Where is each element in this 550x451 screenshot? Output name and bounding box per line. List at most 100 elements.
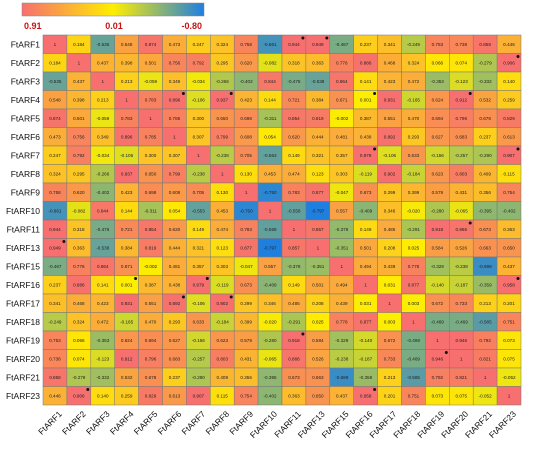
row-label-FtARF3: FtARF3 [11,76,41,86]
cell-value-label: 0.324 [217,42,229,47]
cell-value-label: -0.123 [455,79,468,84]
cell-value-label: 0.918 [432,227,444,232]
cell-value-label: 0.363 [73,245,85,250]
cell-value-label: 0.321 [312,153,324,158]
cell-value-label: 0.318 [288,60,300,65]
cell-value-label: 0.733 [384,356,396,361]
cell-value-label: 0.785 [145,134,157,139]
cell-value-label: 0.444 [169,245,181,250]
cell-value-label: 0.237 [360,42,372,47]
cell-value-label: -0.558 [264,227,277,232]
cell-value-label: 0.906 [503,60,515,65]
cell-value-label: 0.054 [264,134,276,139]
cell-value-label: 0.439 [384,264,396,269]
cell-value-label: 0.398 [73,97,85,102]
cell-value-label: 0.579 [240,338,252,343]
cell-value-label: 0.259 [121,393,133,398]
cell-value-label: 0.494 [360,264,372,269]
cell-value-label: 0.673 [288,375,300,380]
cell-value-label: 0.481 [336,134,348,139]
cell-value-label: 0.751 [408,393,420,398]
cell-value-label: -0.238 [192,171,205,176]
cell-value-label: -0.002 [335,116,348,121]
cell-value-label: 0.854 [288,116,300,121]
cell-value-label: 0.877 [312,190,324,195]
cell-value-label: 0.683 [169,356,181,361]
cell-value-label: 0.184 [73,42,85,47]
cell-value-label: 0.620 [73,190,85,195]
cell-value-label: 0.620 [240,60,252,65]
cell-value-label: -0.184 [407,171,420,176]
cell-value-label: 0.346 [264,301,276,306]
cell-value-label: -0.402 [264,393,277,398]
cell-value-label: 0.356 [240,375,252,380]
cell-value-label: -0.249 [407,42,420,47]
cell-value-label: -0.156 [192,338,205,343]
row-label-FtARF7: FtARF7 [11,150,41,160]
cell-value-label: 0.201 [384,393,396,398]
cell-value-label: 0.650 [312,393,324,398]
cell-value-label: 0.025 [408,245,420,250]
cell-value-label: -0.467 [48,264,61,269]
cell-value-label: -0.535 [96,42,109,47]
row-label-FtARF8: FtARF8 [11,169,41,179]
cell-value-label: 0.733 [456,301,468,306]
cell-value-label: 0.149 [288,153,300,158]
cell-value-label: 0.918 [288,338,300,343]
cell-value-label: 1 [364,282,367,287]
cell-value-label: -0.059 [144,79,157,84]
cell-value-label: 0.468 [73,301,85,306]
cell-value-label: -0.395 [479,208,492,213]
row-label-FtARF23: FtARF23 [6,391,40,401]
cell-value-label: 0.074 [73,356,85,361]
cell-value-label: 0.066 [73,338,85,343]
cell-value-label: 0.857 [288,245,300,250]
cell-value-label: -0.585 [407,375,420,380]
cell-value-label: -0.034 [96,153,109,158]
cell-value-label: 0.650 [217,116,229,121]
cell-value-label: 0.683 [456,134,468,139]
cell-value-label: 0.874 [145,42,157,47]
cell-value-label: 0.115 [217,393,229,398]
cell-value-label: -0.119 [359,171,372,176]
cell-value-label: 0.001 [360,97,372,102]
cell-value-label: 0.949 [312,42,324,47]
cell-value-label: 0.213 [97,97,109,102]
cell-value-label: 0.123 [217,245,229,250]
row-label-FtARF17: FtARF17 [6,298,40,308]
cell-value-label: 0.738 [456,42,468,47]
cell-value-label: 0.624 [121,338,133,343]
cell-value-label: 0.949 [49,245,61,250]
heatmap-cells: 1 0.184 -0.535 0.548 0.874 0.473 0.247 0.324 0.7… [42,34,522,406]
significance-dot [229,92,233,95]
cell-value-label: 0.624 [432,97,444,102]
cell-value-label: 0.579 [432,190,444,195]
cell-value-label: -0.065 [455,208,468,213]
heatmap-cell-FtARF23-FtARF23 [496,386,522,406]
cell-value-label: 0.398 [121,60,133,65]
cell-value-label: 0.356 [479,190,491,195]
column-label-FtARF5: FtARF5 [132,409,160,437]
cell-value-label: 0.866 [288,356,300,361]
cell-value-label: 0.627 [169,338,181,343]
cell-value-label: -0.106 [383,153,396,158]
cell-value-label: 0.758 [240,42,252,47]
column-label-FtARF6: FtARF6 [156,409,184,437]
cell-value-label: 0.073 [503,338,515,343]
column-label-FtARF8: FtARF8 [203,409,231,437]
cell-value-label: 0.526 [456,245,468,250]
cell-value-label: 0.324 [73,319,85,324]
cell-value-label: -0.106 [192,97,205,102]
cell-value-label: 0.384 [312,97,324,102]
cell-value-label: 0.474 [217,227,229,232]
cell-value-label: -0.065 [264,356,277,361]
cell-value-label: -0.020 [407,208,420,213]
cell-value-label: 0.584 [432,245,444,250]
cell-value-label: -0.351 [335,245,348,250]
cell-value-label: 0.295 [217,60,229,65]
cell-value-label: 0.307 [169,153,181,158]
cell-value-label: 1 [54,42,57,47]
cell-value-label: 0.758 [49,190,61,195]
cell-value-label: 0.896 [121,134,133,139]
cell-value-label: 0.958 [360,393,372,398]
